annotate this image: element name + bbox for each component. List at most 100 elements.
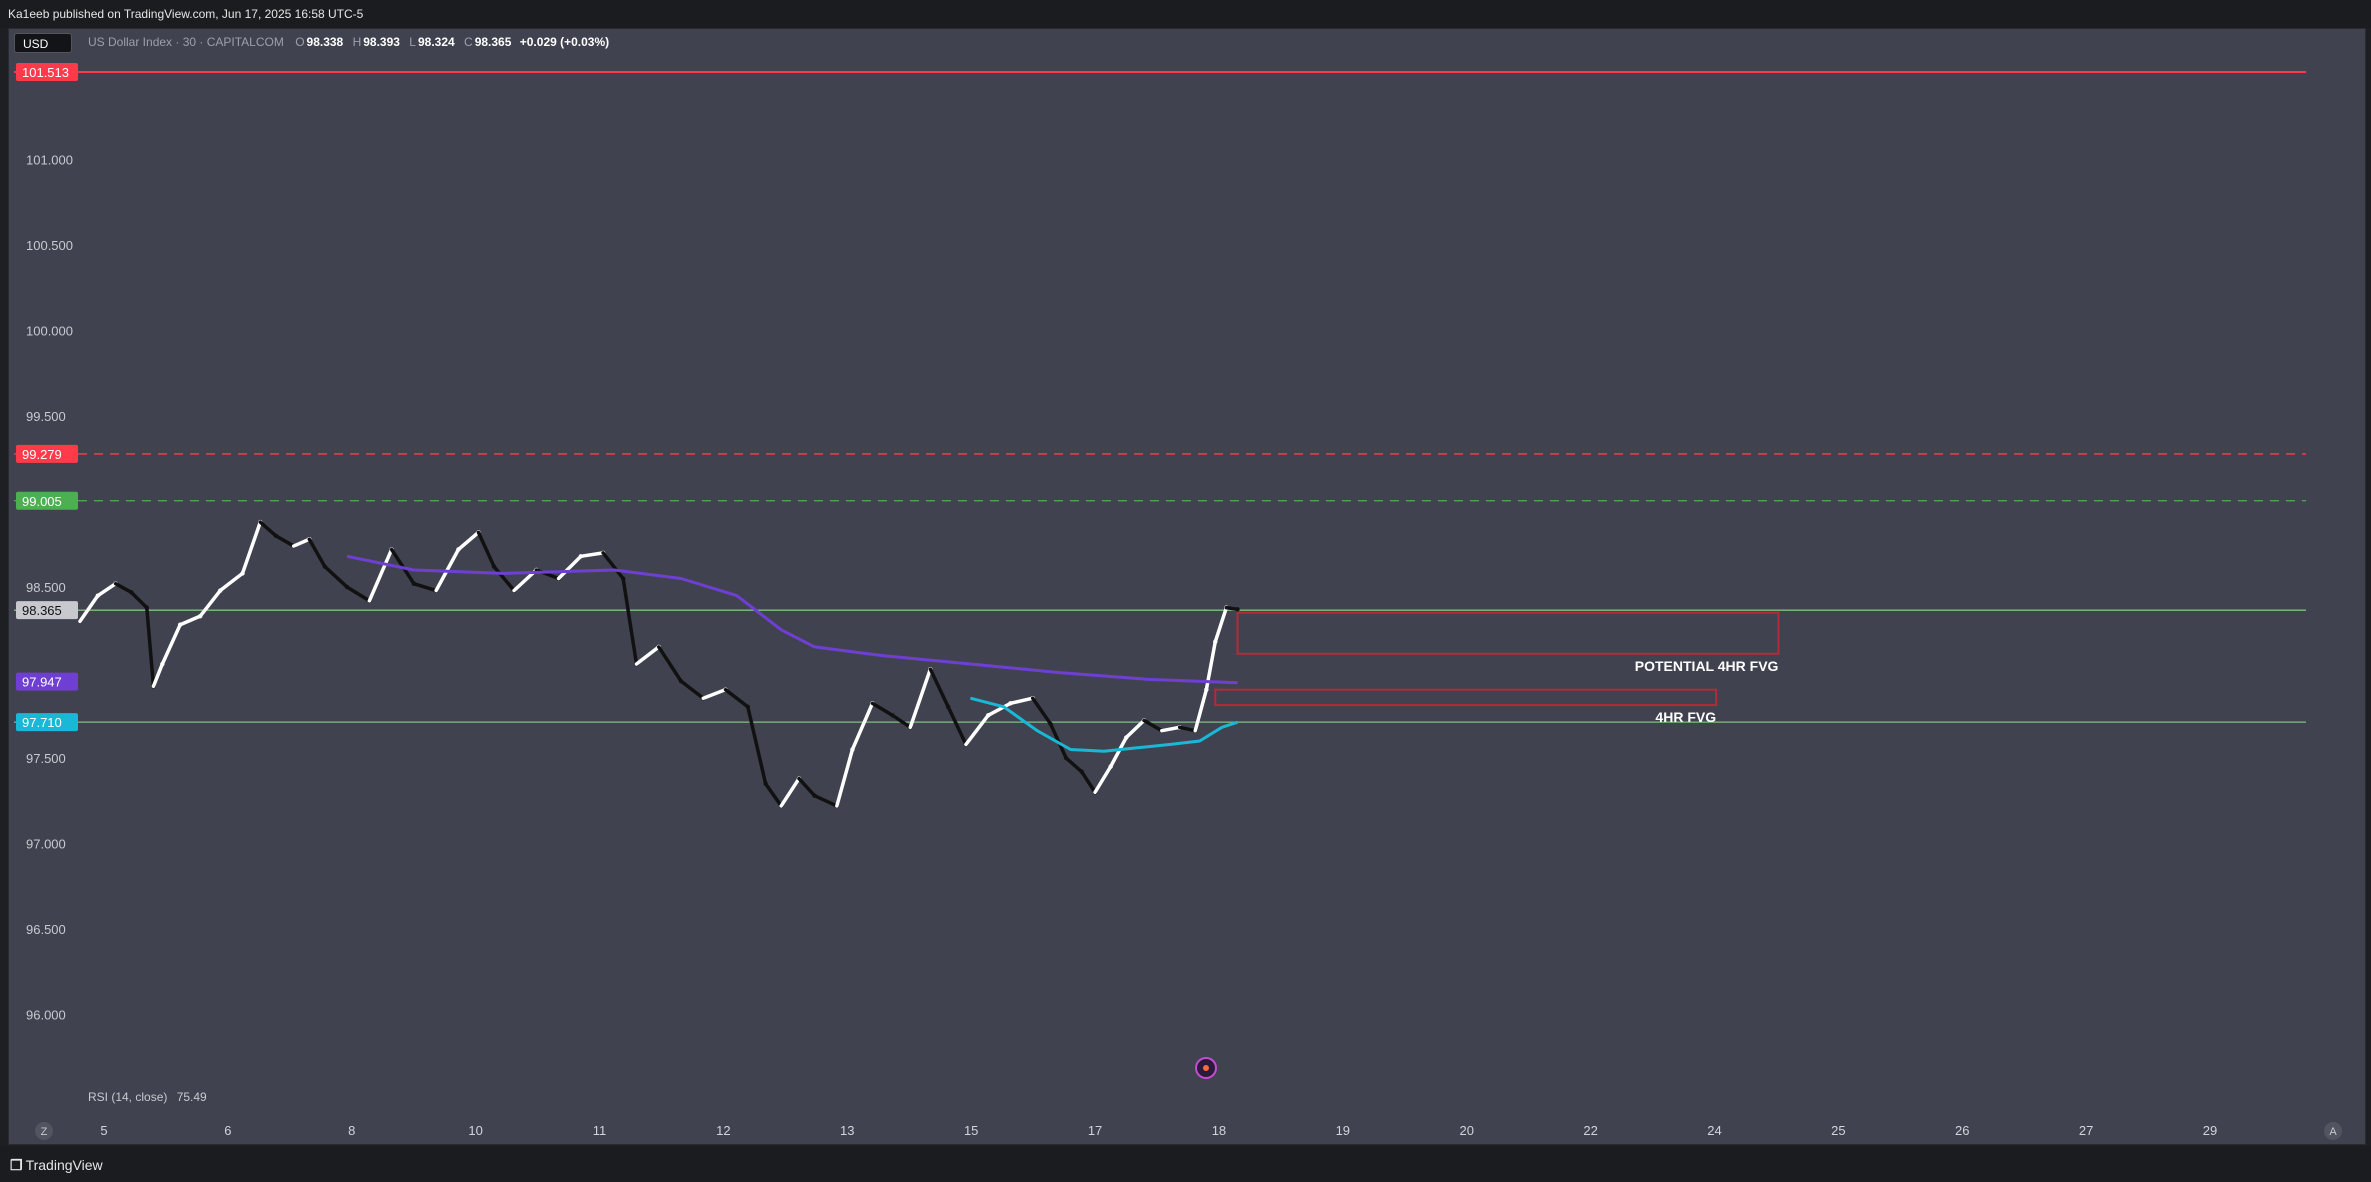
open-label: O (295, 35, 305, 49)
price-segment-7 (160, 622, 182, 666)
high-label: H (352, 35, 362, 49)
price-badge-label-3: 98.365 (22, 603, 62, 618)
price-segment-9 (198, 588, 222, 618)
top-bar: Ka1eeb published on TradingView.com, Jun… (0, 0, 2371, 28)
price-segment-54 (1079, 769, 1097, 795)
price-segment-11 (240, 520, 263, 576)
axis-button-label-1: A (2329, 1126, 2337, 1138)
symbol-name: US Dollar Index · 30 · CAPITALCOM (88, 35, 284, 49)
close-value: 98.365 (474, 35, 512, 49)
x-tick-label-10: 19 (1336, 1123, 1350, 1138)
y-tick-label-3: 99.500 (26, 409, 66, 424)
price-segment-59 (1160, 725, 1182, 733)
x-tick-label-12: 22 (1583, 1123, 1597, 1138)
price-segment-28 (579, 551, 605, 559)
y-tick-label-4: 98.500 (26, 580, 66, 595)
price-segment-32 (657, 645, 683, 683)
price-segment-16 (323, 564, 349, 589)
price-segment-44 (890, 713, 913, 730)
price-segment-41 (835, 747, 855, 808)
x-tick-label-13: 24 (1707, 1123, 1721, 1138)
x-tick-label-8: 17 (1088, 1123, 1102, 1138)
price-segment-24 (492, 564, 516, 593)
x-tick-label-16: 27 (2079, 1123, 2093, 1138)
price-segment-8 (178, 614, 202, 627)
y-tick-label-0: 101.000 (26, 153, 73, 168)
fvg-zone-0 (1236, 611, 1780, 655)
price-segment-20 (412, 581, 438, 593)
price-segment-3 (113, 581, 133, 594)
x-tick-label-11: 20 (1459, 1123, 1473, 1138)
price-segment-31 (634, 645, 661, 666)
price-point-64 (1235, 607, 1240, 612)
price-segment-23 (476, 530, 496, 569)
price-badge-3 (16, 601, 78, 620)
x-tick-label-3: 10 (468, 1123, 482, 1138)
price-segment-57 (1124, 718, 1146, 740)
x-tick-label-6: 13 (840, 1123, 854, 1138)
price-segment-1 (78, 593, 100, 624)
price-segment-30 (621, 576, 639, 666)
tradingview-logo-icon: ❒ (10, 1157, 23, 1173)
y-tick-label-7: 96.500 (26, 922, 66, 937)
price-segment-60 (1177, 725, 1197, 733)
low-label: L (409, 35, 416, 49)
price-badge-label-4: 97.947 (22, 675, 62, 690)
price-badge-label-2: 99.005 (22, 494, 62, 509)
price-segment-27 (556, 554, 583, 581)
price-segment-14 (291, 537, 312, 548)
y-tick-label-6: 97.000 (26, 837, 66, 852)
price-badge-2 (16, 491, 78, 510)
high-value: 98.393 (363, 35, 400, 49)
x-tick-label-15: 26 (1955, 1123, 1969, 1138)
price-badge-4 (16, 672, 78, 691)
rsi-label-text: RSI (14, close) (88, 1090, 168, 1104)
price-segment-48 (964, 713, 990, 747)
x-tick-label-5: 12 (716, 1123, 730, 1138)
price-badge-0 (16, 62, 78, 81)
price-segment-46 (928, 667, 950, 709)
footer-bar (0, 1146, 2371, 1182)
price-segment-39 (797, 776, 817, 798)
price-segment-61 (1193, 687, 1209, 733)
price-badge-label-5: 97.710 (22, 715, 62, 730)
brand-text: TradingView (25, 1157, 103, 1173)
chart-area[interactable] (8, 28, 2366, 1145)
price-segment-56 (1108, 735, 1128, 769)
y-tick-label-8: 96.000 (26, 1008, 66, 1023)
price-segment-37 (763, 781, 783, 808)
change-value: +0.029 (+0.03%) (519, 35, 610, 49)
x-tick-label-9: 18 (1212, 1123, 1226, 1138)
close-label: C (464, 35, 473, 49)
price-segment-47 (946, 705, 968, 747)
price-segment-18 (367, 547, 394, 603)
open-value: 98.338 (306, 35, 344, 49)
low-value: 98.324 (417, 35, 455, 49)
price-badge-1 (16, 444, 78, 463)
fvg-zone-label-0: POTENTIAL 4HR FVG (1635, 658, 1779, 674)
price-segment-43 (870, 701, 895, 718)
price-segment-40 (812, 793, 839, 808)
price-segment-35 (723, 687, 750, 709)
axis-button-1[interactable] (2324, 1122, 2342, 1140)
price-segment-13 (274, 534, 296, 548)
rsi-indicator[interactable]: RSI (14, close) 75.49 (88, 1090, 207, 1104)
currency-button[interactable]: USD (14, 33, 72, 53)
axis-button-label-0: Z (41, 1126, 48, 1138)
price-segment-34 (701, 687, 728, 700)
price-segment-50 (1008, 696, 1035, 706)
price-segment-36 (746, 705, 768, 786)
price-segment-4 (129, 590, 149, 610)
price-segment-55 (1093, 764, 1113, 795)
x-tick-label-2: 8 (348, 1123, 355, 1138)
axis-button-0[interactable] (35, 1122, 53, 1140)
x-tick-label-7: 15 (964, 1123, 978, 1138)
price-segment-63 (1213, 605, 1229, 644)
event-marker-dot (1203, 1065, 1209, 1071)
moving-average-line-1 (970, 696, 1238, 753)
rsi-value: 75.49 (176, 1090, 207, 1104)
price-segment-12 (258, 520, 278, 538)
price-badge-label-0: 101.513 (22, 65, 69, 80)
price-segment-15 (307, 537, 327, 569)
